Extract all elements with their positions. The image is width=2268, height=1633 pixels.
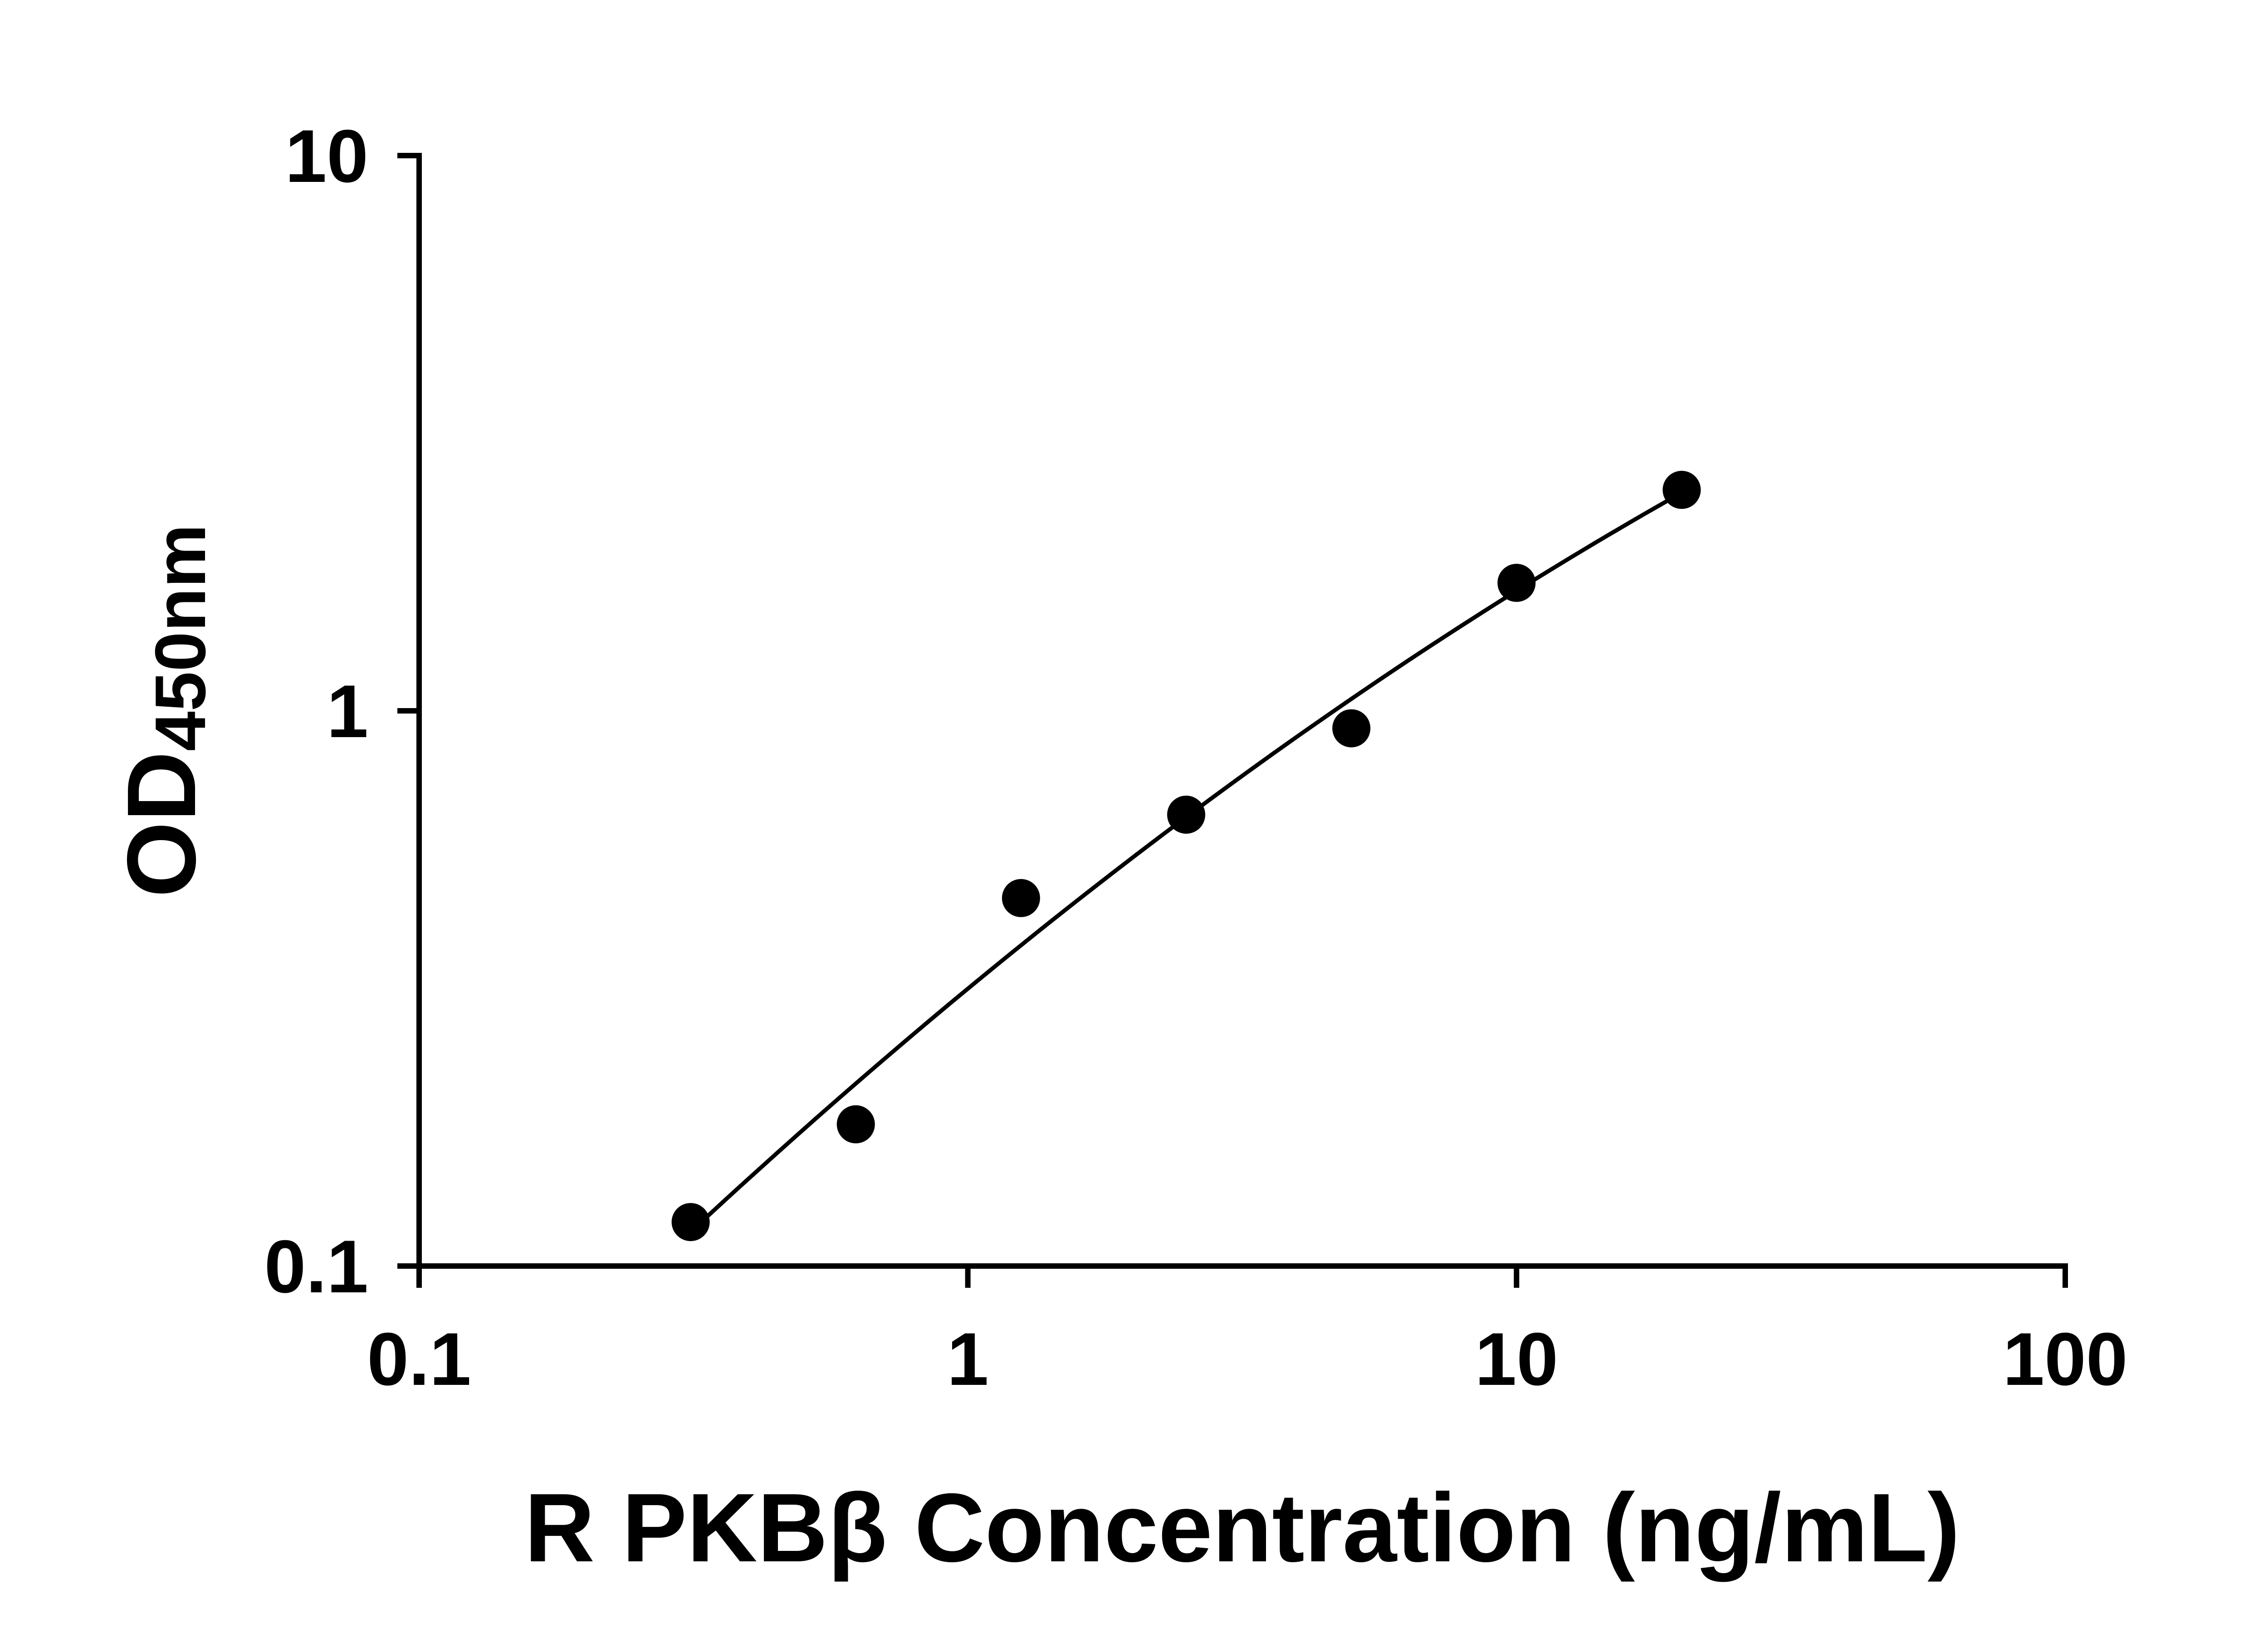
x-tick-label: 100 — [2003, 1317, 2127, 1401]
x-tick-label: 10 — [1475, 1317, 1559, 1401]
data-point — [1662, 470, 1701, 509]
axes-frame — [416, 153, 2068, 1269]
y-tick-label: 1 — [327, 670, 368, 753]
data-point — [671, 1203, 710, 1242]
data-point — [1497, 563, 1536, 602]
data-point — [1002, 879, 1040, 917]
data-point — [836, 1105, 875, 1144]
x-tick-label: 0.1 — [367, 1317, 471, 1401]
data-point — [1167, 795, 1206, 834]
y-tick-label: 10 — [285, 114, 368, 198]
y-tick-label: 0.1 — [264, 1225, 368, 1308]
x-tick-label: 1 — [947, 1317, 989, 1401]
y-axis-label: OD450nm — [107, 524, 220, 897]
x-axis-label: R PKBβ Concentration (ng/mL) — [524, 1473, 1960, 1582]
data-point — [1332, 709, 1371, 748]
